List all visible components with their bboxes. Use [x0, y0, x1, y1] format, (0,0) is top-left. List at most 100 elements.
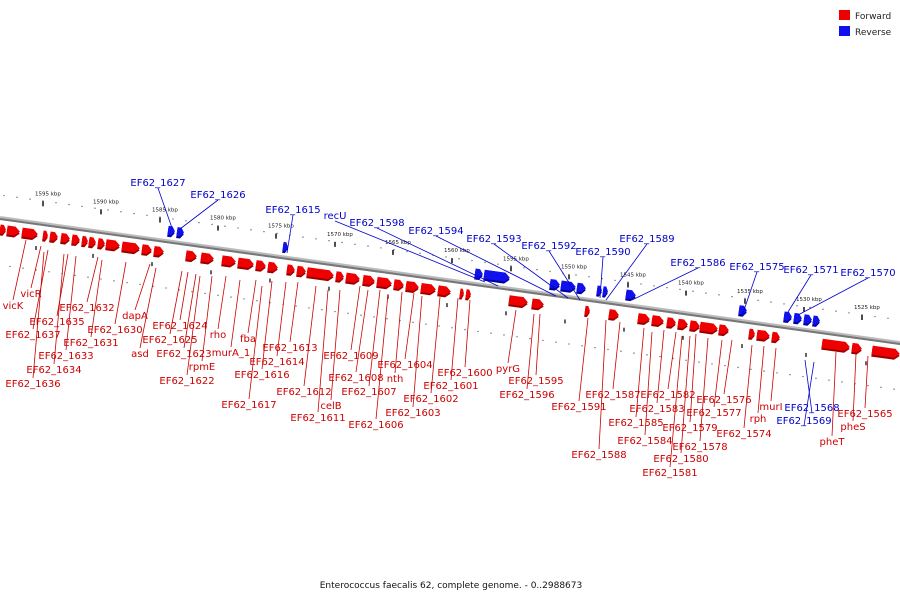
gene-label[interactable]: pheT [820, 437, 846, 448]
forward-gene-feature[interactable] [851, 342, 862, 355]
forward-gene-feature[interactable] [97, 238, 105, 250]
gene-label[interactable]: vicK [3, 301, 24, 312]
gene-label[interactable]: EF62_1622 [159, 376, 214, 387]
forward-gene-feature[interactable] [362, 274, 375, 288]
gene-label[interactable]: EF62_1634 [26, 365, 81, 376]
gene-label[interactable]: EF62_1568 [784, 403, 839, 414]
gene-label[interactable]: EF62_1623 [156, 349, 211, 360]
gene-label[interactable]: recU [324, 211, 347, 222]
gene-label[interactable]: EF62_1590 [575, 247, 630, 258]
gene-label[interactable]: EF62_1600 [437, 368, 492, 379]
gene-label[interactable]: EF62_1632 [59, 303, 114, 314]
gene-label[interactable]: EF62_1614 [249, 357, 304, 368]
gene-label[interactable]: EF62_1584 [617, 436, 672, 447]
gene-label[interactable]: EF62_1580 [653, 454, 708, 465]
forward-gene-feature[interactable] [465, 289, 471, 301]
forward-gene-feature[interactable] [267, 261, 278, 274]
forward-gene-feature[interactable] [121, 241, 140, 255]
reverse-gene-feature[interactable] [560, 280, 576, 293]
gene-label[interactable]: EF62_1635 [29, 317, 84, 328]
gene-label[interactable]: pyrG [496, 364, 520, 375]
gene-label[interactable]: EF62_1583 [629, 404, 684, 415]
forward-gene-feature[interactable] [153, 245, 164, 258]
gene-label[interactable]: EF62_1565 [837, 409, 892, 420]
gene-label[interactable]: EF62_1595 [508, 376, 563, 387]
gene-label[interactable]: EF62_1608 [328, 373, 383, 384]
gene-label[interactable]: EF62_1589 [619, 234, 674, 245]
forward-gene-feature[interactable] [871, 345, 900, 361]
gene-label[interactable]: EF62_1598 [349, 218, 404, 229]
gene-label[interactable]: EF62_1611 [290, 413, 345, 424]
forward-gene-feature[interactable] [689, 320, 700, 333]
reverse-gene-feature[interactable] [812, 315, 820, 327]
gene-label[interactable]: EF62_1570 [840, 268, 895, 279]
forward-gene-feature[interactable] [306, 267, 334, 282]
gene-label[interactable]: EF62_1637 [5, 330, 60, 341]
forward-gene-feature[interactable] [81, 235, 88, 248]
gene-label[interactable]: EF62_1630 [87, 325, 142, 336]
gene-label[interactable]: EF62_1612 [276, 387, 331, 398]
forward-gene-feature[interactable] [376, 276, 392, 290]
gene-label[interactable]: EF62_1596 [499, 390, 554, 401]
forward-gene-feature[interactable] [405, 280, 419, 294]
forward-gene-feature[interactable] [286, 264, 295, 276]
forward-gene-feature[interactable] [296, 265, 306, 278]
reverse-gene-feature[interactable] [625, 289, 636, 302]
gene-label[interactable]: EF62_1586 [670, 258, 725, 269]
gene-label[interactable]: asd [131, 349, 149, 360]
gene-label[interactable]: EF62_1607 [341, 387, 396, 398]
gene-label[interactable]: EF62_1633 [38, 351, 93, 362]
forward-gene-feature[interactable] [237, 257, 254, 271]
reverse-gene-feature[interactable] [167, 225, 175, 238]
reverse-gene-feature[interactable] [176, 227, 184, 239]
forward-gene-feature[interactable] [666, 317, 676, 329]
gene-label[interactable]: EF62_1627 [130, 178, 185, 189]
forward-gene-feature[interactable] [393, 279, 404, 291]
forward-gene-feature[interactable] [718, 324, 729, 337]
gene-label[interactable]: EF62_1609 [323, 351, 378, 362]
reverse-gene-feature[interactable] [483, 269, 510, 284]
forward-gene-feature[interactable] [185, 250, 197, 263]
gene-label[interactable]: EF62_1604 [377, 360, 432, 371]
forward-gene-feature[interactable] [531, 298, 544, 311]
forward-gene-feature[interactable] [6, 225, 20, 239]
gene-label[interactable]: EF62_1571 [783, 265, 838, 276]
forward-gene-feature[interactable] [821, 338, 850, 354]
forward-gene-feature[interactable] [42, 230, 48, 243]
gene-label[interactable]: EF62_1585 [608, 418, 663, 429]
gene-label[interactable]: EF62_1625 [142, 335, 197, 346]
gene-label[interactable]: EF62_1578 [672, 442, 727, 453]
gene-label[interactable]: dapA [122, 311, 148, 322]
forward-gene-feature[interactable] [608, 309, 619, 321]
gene-label[interactable]: EF62_1577 [686, 408, 741, 419]
gene-label[interactable]: EF62_1593 [466, 234, 521, 245]
forward-gene-feature[interactable] [437, 285, 451, 298]
forward-gene-feature[interactable] [699, 321, 718, 335]
gene-label[interactable]: EF62_1574 [716, 429, 771, 440]
gene-label[interactable]: EF62_1626 [190, 190, 245, 201]
gene-label[interactable]: rph [750, 414, 767, 425]
forward-gene-feature[interactable] [756, 329, 770, 343]
forward-gene-feature[interactable] [637, 313, 650, 326]
gene-label[interactable]: rpmE [189, 362, 216, 373]
reverse-gene-feature[interactable] [576, 282, 586, 295]
gene-label[interactable]: EF62_1601 [423, 381, 478, 392]
forward-gene-feature[interactable] [200, 252, 214, 265]
forward-gene-feature[interactable] [88, 236, 96, 249]
reverse-gene-feature[interactable] [793, 312, 802, 325]
gene-label[interactable]: fba [240, 334, 256, 345]
reverse-gene-feature[interactable] [596, 285, 602, 297]
gene-label[interactable]: EF62_1594 [408, 226, 463, 237]
reverse-gene-feature[interactable] [783, 311, 792, 323]
gene-label[interactable]: EF62_1636 [5, 379, 60, 390]
gene-label[interactable]: EF62_1588 [571, 450, 626, 461]
gene-label[interactable]: EF62_1616 [234, 370, 289, 381]
forward-gene-feature[interactable] [420, 283, 436, 296]
forward-gene-feature[interactable] [651, 315, 664, 328]
gene-label[interactable]: EF62_1582 [640, 390, 695, 401]
forward-gene-feature[interactable] [771, 331, 780, 344]
forward-gene-feature[interactable] [141, 244, 152, 256]
gene-label[interactable]: EF62_1576 [696, 395, 751, 406]
gene-label[interactable]: EF62_1581 [642, 468, 697, 479]
forward-gene-feature[interactable] [21, 227, 38, 241]
